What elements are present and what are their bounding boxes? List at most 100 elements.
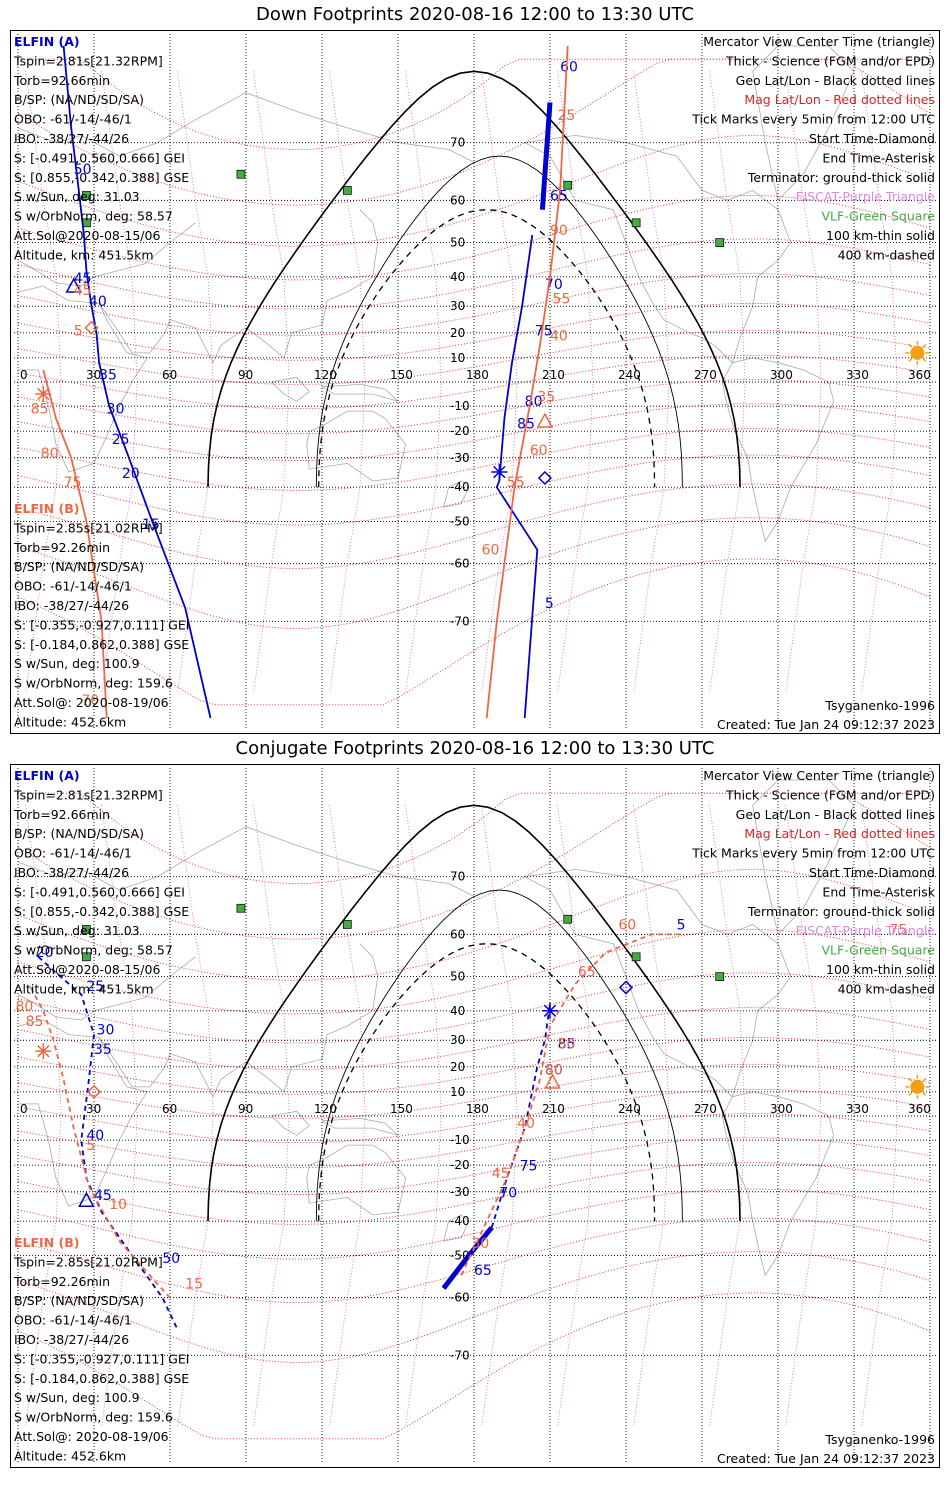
- axis-labels: 0 30 60 90 120 150 180 210 240 270 300 330 360 -70 -60…: [20, 870, 931, 1363]
- legend-item: VLF-Green Square: [821, 943, 935, 958]
- x-tick-label: 210: [542, 1102, 565, 1116]
- elfin-b-tick-label: 80: [545, 1062, 563, 1078]
- elfin-a-center-triangle: [78, 1191, 95, 1207]
- y-tick-label: 60: [450, 927, 465, 941]
- legend-item: End Time-Asterisk: [822, 884, 935, 899]
- elfin-a-start-diamond: [537, 470, 552, 486]
- y-tick-label: 70: [450, 870, 465, 884]
- elfin-b-track-line: [485, 45, 569, 719]
- mag-meridians: [25, 71, 898, 693]
- mag-meridian: [557, 805, 594, 1427]
- elfin-a-start-diamond: [618, 980, 634, 995]
- created-timestamp: Created: Tue Jan 24 09:12:37 2023: [717, 717, 935, 732]
- y-tick-label: -10: [450, 1133, 470, 1147]
- elfin-a-track-line: [490, 1004, 551, 1228]
- elfin-a-tick-label: 75: [535, 323, 553, 339]
- elfin-a-info-line: Altitude, km: 451.5km: [14, 981, 154, 996]
- stations: [82, 903, 725, 981]
- coast-segment: [321, 383, 399, 402]
- elfin-b-info-line: Altitude: 452.6km: [14, 714, 126, 729]
- elfin-a-tick-label: 20: [122, 466, 140, 482]
- coast-segment: [752, 779, 855, 935]
- x-tick-label: 60: [162, 1102, 177, 1116]
- elfin-a-track: [62, 45, 553, 719]
- elfin-b-info-line: Att.Sol@: 2020-08-19/06: [14, 695, 169, 710]
- elfin-b-info-line: Att.Sol@: 2020-08-19/06: [14, 1429, 169, 1444]
- elfin-b-info-line: S: [-0.355,-0.927,0.111] GEI: [14, 617, 189, 632]
- terminator-curves: [207, 804, 741, 1222]
- elfin-a-info-line: Tspin=2.81s[21.32RPM]: [13, 53, 163, 68]
- mag-parallel: [17, 329, 931, 385]
- x-tick-label: 360: [908, 1102, 931, 1116]
- x-tick-label: 330: [846, 368, 869, 382]
- x-tick-label: 0: [20, 368, 28, 382]
- mag-parallel: [17, 135, 931, 247]
- coastlines: [17, 779, 855, 1277]
- coast-segment: [443, 480, 470, 508]
- elfin-b-tick-label: 60: [530, 443, 548, 459]
- elfin-b-tick-label: 60: [482, 542, 500, 558]
- elfin-a-tick-label: 85: [558, 1036, 576, 1052]
- stations: [82, 169, 725, 247]
- elfin-a-name: ELFIN (A): [14, 34, 80, 49]
- elfin-a-tick-label: 40: [89, 294, 107, 310]
- vlf-station-square: [236, 169, 246, 179]
- elfin-a-info-line: Att.Sol@2020-08-15/06: [14, 962, 160, 977]
- elfin-b-info: ELFIN (B) Tspin=2.85s[21.02RPM] Torb=92.26…: [13, 1235, 189, 1463]
- down-footprints-map: 0 30 60 90 120 150 180 210 240 270 300 330 360 -70 -60…: [10, 30, 940, 734]
- legend-item: EISCAT-Purple Triangle: [796, 923, 936, 938]
- legend-item: Mag Lat/Lon - Red dotted lines: [744, 826, 935, 841]
- mag-meridian: [633, 805, 670, 1427]
- legend-item: Terminator: ground-thick solid: [747, 170, 935, 185]
- elfin-a-info-line: Att.Sol@2020-08-15/06: [14, 228, 160, 243]
- elfin-b-info-line: Torb=92.26min: [13, 1274, 110, 1289]
- panel-title-down: Down Footprints 2020-08-16 12:00 to 13:3…: [256, 4, 694, 25]
- sun-disc: [910, 1079, 925, 1094]
- sun-ray: [908, 358, 913, 362]
- mag-grid: [17, 58, 931, 706]
- elfin-b-tick-label: 45: [74, 283, 92, 299]
- mag-parallel: [17, 1088, 931, 1144]
- elfin-b-track: [42, 45, 569, 719]
- elfin-b-center-triangle: [536, 412, 554, 428]
- elfin-b-tick-labels: 25 90 55 40 35 60 55 60 85 80 75 70 45 5: [31, 108, 576, 709]
- coast-segment: [17, 92, 475, 163]
- elfin-b-info: ELFIN (B) Tspin=2.85s[21.02RPM] Torb=92.26…: [13, 501, 189, 729]
- elfin-b-info-line: S: [-0.184,0.862,0.388] GSE: [14, 637, 189, 652]
- vlf-station-square: [715, 238, 725, 247]
- mag-meridian: [329, 71, 366, 693]
- x-tick-label: 300: [770, 1102, 793, 1116]
- elfin-a-tick-label: 60: [560, 59, 578, 75]
- sun-ray: [908, 1077, 913, 1082]
- model-label: Tsyganenko-1996: [824, 698, 935, 713]
- mag-meridian: [557, 71, 594, 693]
- elfin-b-info-line: Torb=92.26min: [13, 540, 110, 555]
- y-tick-label: 40: [450, 1004, 465, 1018]
- vlf-station-square: [342, 920, 352, 929]
- asterisk-stroke: [37, 387, 50, 401]
- y-tick-label: -60: [450, 1291, 470, 1305]
- coast-segment: [271, 376, 310, 402]
- coast-segment: [524, 134, 792, 364]
- elfin-b-info-line: Tspin=2.85s[21.02RPM]: [13, 520, 163, 535]
- legend-item: Tick Marks every 5min from 12:00 UTC: [691, 846, 935, 861]
- mag-meridian: [709, 71, 746, 693]
- elfin-b-info-line: S: [-0.184,0.862,0.388] GSE: [14, 1371, 189, 1386]
- x-tick-label: 150: [390, 368, 413, 382]
- x-tick-label: 360: [908, 368, 931, 382]
- elfin-b-name: ELFIN (B): [14, 501, 79, 516]
- elfin-b-track-line: [42, 369, 108, 719]
- mag-meridian: [253, 71, 290, 693]
- elfin-a-info-line: B/SP: (NA/ND/SD/SA): [14, 826, 144, 841]
- elfin-a-tick-label: 70: [499, 1185, 517, 1201]
- elfin-b-info-line: B/SP: (NA/ND/SD/SA): [14, 1293, 144, 1308]
- legend-item: Terminator: ground-thick solid: [747, 904, 935, 919]
- y-tick-label: -60: [450, 557, 470, 571]
- mag-parallel: [17, 1188, 931, 1260]
- map-frame: [10, 764, 940, 1468]
- elfin-a-info-line: S: [-0.491,0.560,0.666] GEI: [14, 884, 185, 899]
- sun-ray: [922, 343, 927, 348]
- x-tick-label: 120: [314, 1102, 337, 1116]
- elfin-a-info: ELFIN (A) Tspin=2.81s[21.32RPM] Torb=92.66…: [13, 34, 189, 262]
